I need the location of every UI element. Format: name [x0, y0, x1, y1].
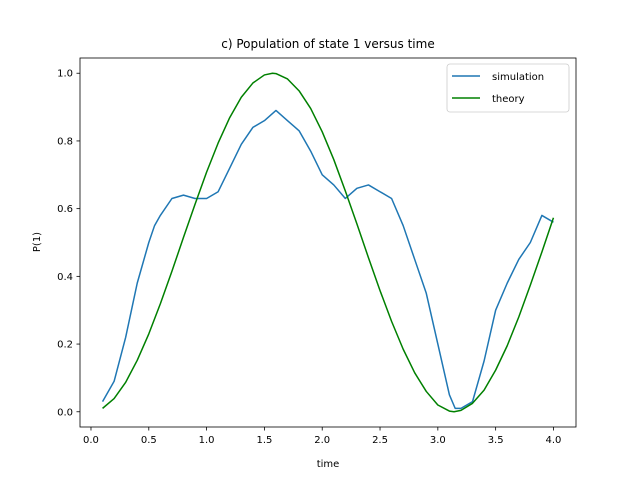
legend-label-simulation: simulation — [492, 72, 544, 83]
x-tick-label: 0.5 — [141, 435, 157, 446]
legend: simulation theory — [446, 63, 570, 113]
y-tick-label: 0.6 — [57, 204, 73, 215]
series-line-theory — [102, 72, 555, 413]
legend-label-theory: theory — [492, 94, 525, 105]
y-tick-label: 0.4 — [57, 272, 73, 283]
y-tick-label: 0.8 — [57, 136, 73, 147]
series-line-simulation — [101, 109, 554, 410]
x-tick-label: 1.0 — [199, 435, 215, 446]
x-tick-label: 3.0 — [430, 435, 446, 446]
x-axis-label: time — [317, 459, 340, 470]
x-tick-label: 4.0 — [546, 435, 562, 446]
chart-title: c) Population of state 1 versus time — [221, 37, 434, 51]
x-tick-label: 1.5 — [256, 435, 272, 446]
series-layer — [101, 72, 555, 413]
y-tick-label: 0.2 — [57, 340, 73, 351]
x-axis: 0.0 0.5 1.0 1.5 2.0 2.5 3.0 3.5 4.0 — [83, 427, 561, 446]
y-tick-label: 1.0 — [57, 69, 73, 80]
y-axis: 0.0 0.2 0.4 0.6 0.8 1.0 — [57, 69, 80, 418]
plot-frame — [79, 57, 577, 428]
x-tick-label: 0.0 — [83, 435, 99, 446]
y-tick-label: 0.0 — [57, 407, 73, 418]
y-axis-label: P(1) — [32, 232, 43, 252]
x-tick-label: 2.0 — [314, 435, 330, 446]
x-tick-label: 3.5 — [488, 435, 504, 446]
x-tick-label: 2.5 — [372, 435, 388, 446]
plot-area — [79, 57, 577, 428]
